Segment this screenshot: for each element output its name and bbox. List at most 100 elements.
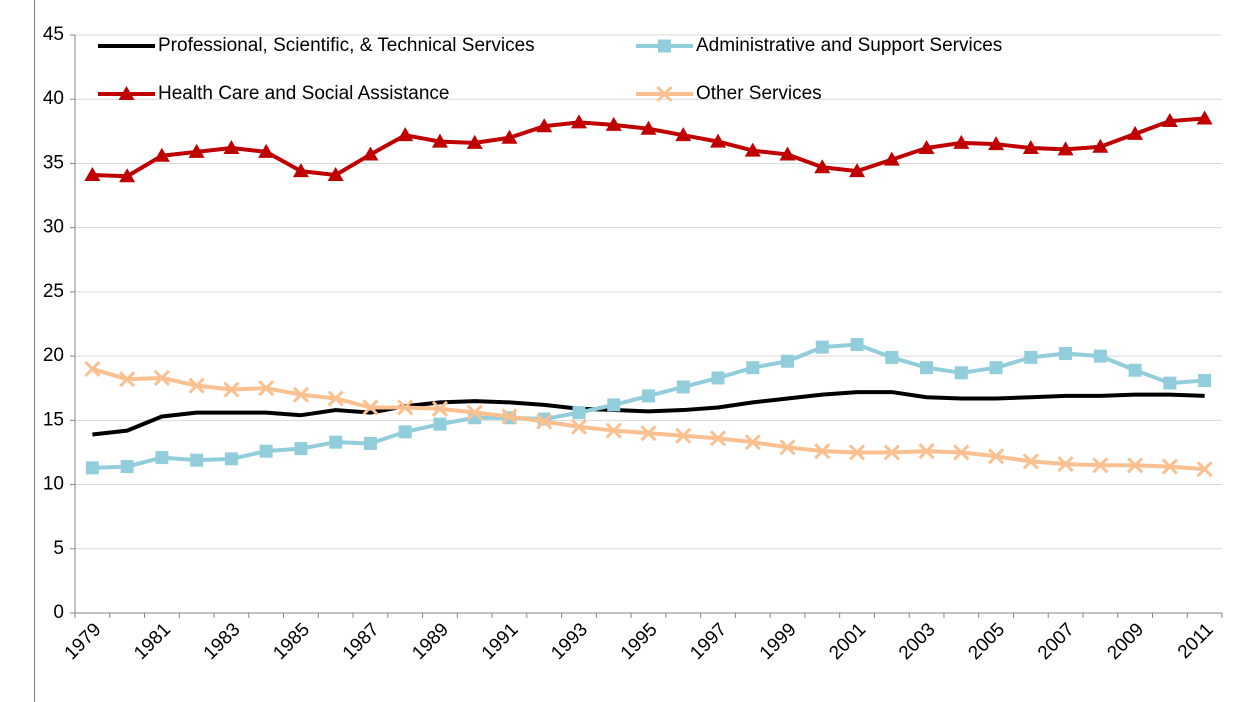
- point: [605, 422, 622, 439]
- x-tick-label: 1995: [617, 619, 662, 664]
- point: [848, 444, 866, 461]
- point: [119, 168, 136, 183]
- point: [329, 435, 343, 449]
- legend-marker: [118, 86, 135, 100]
- point: [119, 371, 136, 388]
- point: [883, 151, 900, 166]
- y-tick-label: 35: [43, 152, 64, 173]
- y-tick-label: 10: [43, 474, 64, 495]
- point: [536, 118, 553, 133]
- point: [849, 163, 866, 178]
- point: [1198, 374, 1212, 388]
- point: [953, 444, 970, 461]
- point: [294, 442, 308, 456]
- point: [292, 386, 309, 403]
- point: [1057, 455, 1074, 473]
- x-tick-label: 1999: [756, 619, 801, 664]
- point: [744, 434, 761, 451]
- point: [781, 354, 795, 368]
- point: [431, 133, 448, 148]
- point: [1128, 363, 1142, 377]
- point: [501, 408, 518, 425]
- point: [883, 444, 900, 461]
- y-tick-label: 25: [43, 281, 64, 302]
- point: [190, 453, 204, 467]
- x-tick-label: 2011: [1174, 619, 1218, 663]
- point: [850, 338, 864, 352]
- x-tick-label: 1997: [686, 619, 731, 664]
- point: [1092, 457, 1109, 474]
- point: [920, 361, 934, 375]
- x-tick-label: 2005: [964, 619, 1009, 664]
- point: [988, 136, 1005, 151]
- legend-label: Health Care and Social Assistance: [158, 83, 450, 104]
- point: [120, 460, 134, 474]
- y-tick-label: 5: [53, 538, 64, 559]
- point: [292, 163, 309, 178]
- point: [224, 452, 238, 466]
- x-tick-label: 2003: [895, 619, 940, 664]
- series-line: [92, 390, 1205, 437]
- point: [815, 340, 829, 354]
- point: [710, 133, 727, 148]
- legend-label: Professional, Scientific, & Technical Se…: [158, 35, 535, 56]
- point: [1196, 461, 1213, 478]
- y-tick-label: 30: [43, 217, 64, 238]
- point: [1059, 347, 1073, 361]
- x-tick-label: 1979: [61, 619, 106, 664]
- point: [153, 147, 170, 162]
- point: [640, 425, 657, 442]
- point: [466, 134, 483, 149]
- y-tick-label: 15: [43, 409, 64, 430]
- point: [223, 381, 240, 398]
- point: [918, 443, 935, 460]
- point: [675, 127, 692, 142]
- point: [572, 406, 586, 420]
- point: [676, 380, 690, 394]
- point: [223, 140, 240, 155]
- point: [1127, 457, 1144, 474]
- point: [1093, 349, 1107, 363]
- point: [536, 413, 553, 430]
- point: [779, 439, 796, 456]
- point: [362, 146, 379, 161]
- point: [918, 140, 935, 155]
- point: [709, 430, 727, 447]
- point: [779, 146, 796, 161]
- point: [675, 427, 692, 444]
- point: [188, 377, 205, 394]
- point: [327, 167, 344, 182]
- point: [363, 436, 377, 450]
- point: [1022, 453, 1039, 470]
- point: [258, 143, 275, 158]
- series-line: [92, 342, 1205, 470]
- point: [155, 451, 169, 465]
- point: [398, 425, 412, 439]
- point: [85, 461, 99, 475]
- point: [570, 114, 587, 129]
- point: [153, 369, 170, 387]
- point: [466, 404, 483, 421]
- point: [1161, 458, 1178, 475]
- point: [1092, 138, 1109, 153]
- point: [989, 361, 1003, 375]
- legend-label: Other Services: [696, 83, 822, 104]
- y-tick-label: 45: [43, 24, 64, 45]
- legend-label: Administrative and Support Services: [696, 35, 1002, 56]
- point: [397, 127, 414, 142]
- y-tick-label: 20: [43, 345, 64, 366]
- point: [259, 444, 273, 458]
- point: [640, 120, 657, 135]
- point: [84, 360, 101, 378]
- y-tick-label: 40: [43, 88, 64, 109]
- point: [642, 389, 655, 403]
- x-tick-label: 2007: [1034, 619, 1079, 664]
- x-tick-label: 1991: [478, 619, 523, 664]
- x-tick-label: 1993: [547, 619, 592, 664]
- x-tick-label: 1983: [200, 619, 245, 664]
- point: [258, 380, 275, 397]
- point: [1057, 141, 1074, 156]
- point: [988, 448, 1005, 465]
- point: [1022, 140, 1039, 155]
- point: [953, 134, 970, 149]
